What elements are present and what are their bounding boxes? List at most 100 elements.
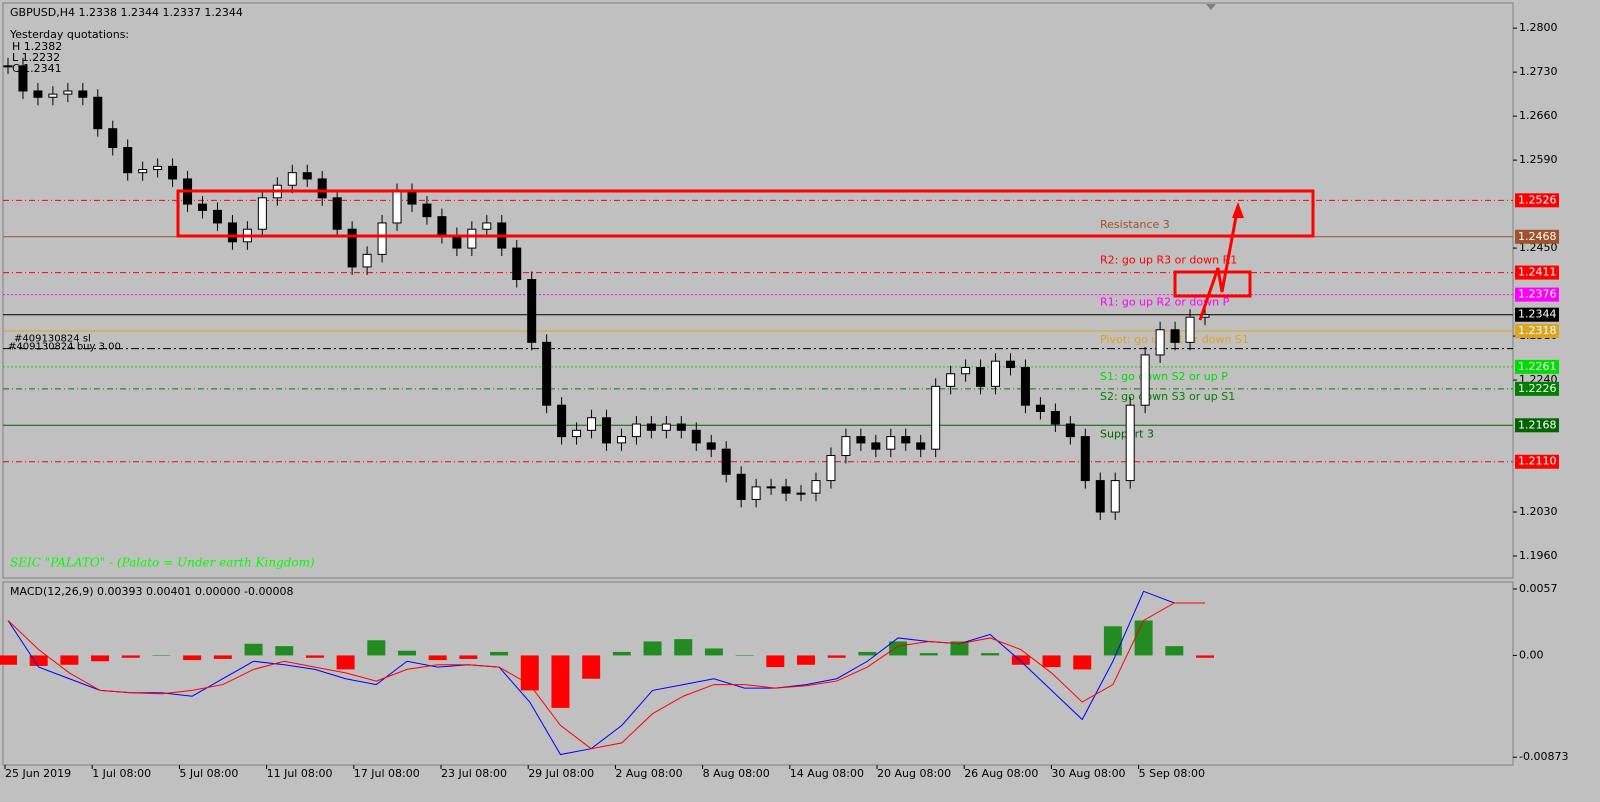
candle [1080, 436, 1090, 482]
candle [108, 128, 118, 149]
candle [257, 197, 267, 230]
candle [826, 454, 836, 482]
level-box [1515, 307, 1559, 322]
time-label: 17 Jul 08:00 [354, 767, 420, 780]
candle [227, 222, 237, 243]
symbol-header: GBPUSD,H4 1.2338 1.2344 1.2337 1.2344 [10, 6, 243, 19]
zone-box [176, 189, 1315, 238]
candle [198, 203, 208, 211]
level-box [1515, 359, 1559, 374]
macd-bar [919, 653, 938, 656]
candle [646, 423, 656, 431]
level-price: 1.2226 [1518, 382, 1557, 395]
candle [1050, 410, 1060, 425]
candle [287, 172, 297, 186]
candle [542, 341, 552, 406]
candle [811, 480, 821, 494]
level-text: Resistance 3 [1100, 218, 1170, 231]
macd-pane [2, 581, 1514, 766]
candle [527, 279, 537, 343]
candle [886, 436, 896, 450]
time-label: 1 Jul 08:00 [92, 767, 151, 780]
yesterday-label: Yesterday quotations: [9, 28, 129, 41]
macd-bar [305, 655, 324, 658]
level-text: R2: go up R3 or down R1 [1100, 254, 1237, 267]
macd-tick-label: 0.00 [1519, 648, 1544, 661]
candle [916, 442, 926, 450]
time-label: 20 Aug 08:00 [877, 767, 951, 780]
candle [721, 448, 731, 475]
candle [48, 93, 58, 98]
time-label: 5 Jul 08:00 [179, 767, 238, 780]
time-label: 25 Jun 2019 [5, 767, 71, 780]
candle [332, 197, 342, 230]
level-box [1515, 287, 1559, 302]
macd-bar [459, 655, 478, 659]
macd-bar [797, 655, 815, 665]
candle [1005, 360, 1015, 368]
candle [153, 165, 163, 171]
candle [781, 486, 791, 494]
candle [1035, 404, 1045, 412]
candle [212, 209, 222, 224]
macd-bar [398, 650, 416, 656]
candle [407, 191, 417, 205]
time-label: 29 Jul 08:00 [528, 767, 594, 780]
macd-bar [336, 655, 355, 670]
candle [856, 436, 866, 444]
candle [1020, 366, 1030, 406]
candle [138, 169, 148, 174]
candle [123, 147, 133, 174]
candle [1110, 480, 1120, 513]
price-tick-label: 1.2450 [1519, 241, 1558, 254]
candle [736, 473, 746, 500]
yesterday-low: L 1.2232 [12, 51, 60, 64]
macd-bar [490, 651, 509, 656]
level-box [1515, 229, 1559, 244]
candle [1125, 404, 1135, 482]
macd-bar [889, 641, 908, 656]
time-label: 26 Aug 08:00 [964, 767, 1038, 780]
candle [676, 423, 686, 431]
candle [1095, 480, 1105, 513]
level-box [1515, 418, 1559, 433]
level-price: 1.2411 [1518, 266, 1557, 279]
time-label: 11 Jul 08:00 [267, 767, 333, 780]
macd-bar [1134, 620, 1153, 656]
macd-signal-line [7, 602, 1205, 750]
candle [377, 222, 387, 255]
level-text: S1: go down S2 or up P [1100, 370, 1228, 383]
candle [317, 178, 327, 199]
candle [557, 404, 567, 438]
level-box [1515, 193, 1559, 208]
candle [931, 385, 941, 450]
level-text: R1: go up R2 or down P [1100, 296, 1230, 309]
level-box [1515, 454, 1559, 469]
macd-bar [183, 655, 202, 661]
candle [631, 423, 641, 438]
candle [93, 96, 103, 130]
candle [766, 486, 776, 489]
macd-bar [275, 646, 294, 656]
macd-bar [0, 655, 17, 665]
candle [437, 216, 447, 237]
macd-bar [551, 655, 570, 708]
macd-bar [29, 655, 48, 666]
candle [347, 228, 357, 268]
candle [661, 423, 671, 431]
candle [1155, 329, 1165, 356]
candle [467, 228, 477, 249]
main-pane [2, 2, 1514, 579]
level-text: S2: go down S3 or up S1 [1100, 390, 1235, 403]
candle [976, 366, 986, 387]
shift-marker [1206, 4, 1216, 10]
candle [18, 65, 28, 92]
candle [751, 486, 761, 500]
level-price: 1.2110 [1518, 455, 1557, 468]
time-label: 30 Aug 08:00 [1051, 767, 1125, 780]
level-price: 1.2261 [1518, 360, 1557, 373]
candle [901, 436, 911, 444]
candle [78, 90, 88, 98]
candle [1065, 423, 1075, 438]
